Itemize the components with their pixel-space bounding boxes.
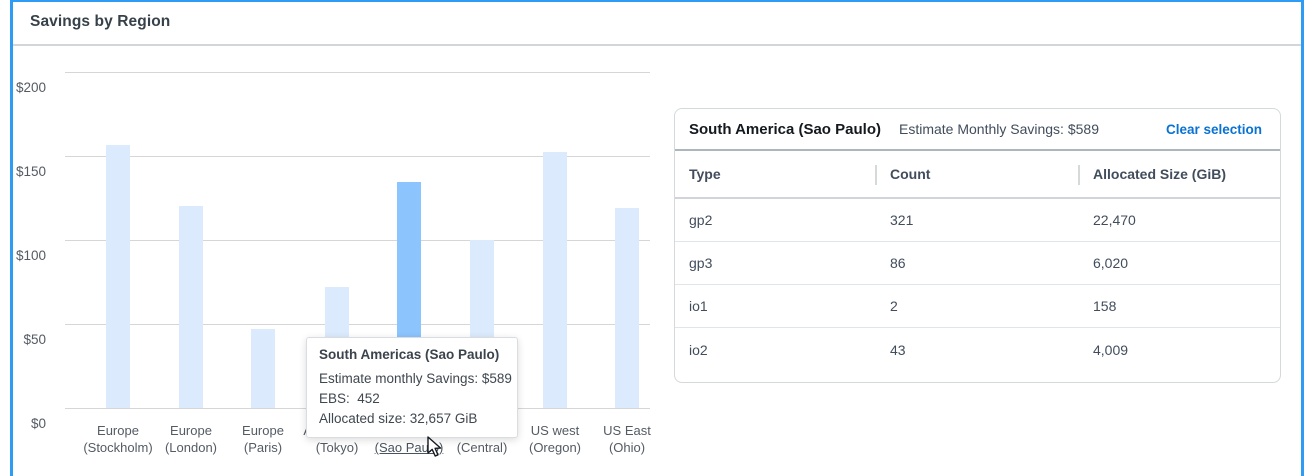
table-cell: 4,009 (1093, 341, 1129, 358)
y-axis-tick-label: $50 (23, 332, 46, 347)
column-header-allocated-size: Allocated Size (GiB) (1093, 166, 1227, 182)
x-axis-label-line: US East (603, 423, 651, 438)
chart-gridline (65, 156, 650, 157)
x-axis-label-line: (Tokyo) (315, 440, 359, 455)
table-row: gp3 86 6,020 (675, 242, 1280, 285)
x-axis-label-line: (London) (164, 440, 218, 455)
tooltip-ebs-line: EBS: 452 (319, 391, 380, 406)
x-axis-label-line: Europe (242, 423, 284, 438)
region-detail-panel: South America (Sao Paulo) Estimate Month… (674, 108, 1281, 383)
panel-title: South America (Sao Paulo) (689, 120, 881, 138)
bar-europe-paris[interactable] (251, 329, 275, 408)
column-header-count: Count (890, 166, 931, 182)
clear-selection-link[interactable]: Clear selection (1165, 121, 1262, 137)
chart-tooltip: South Americas (Sao Paulo) Estimate mont… (306, 337, 518, 438)
tooltip-title: South Americas (Sao Paulo) (319, 347, 500, 362)
x-axis-label-line: (Stockholm) (83, 440, 153, 455)
x-axis-label-line: (Central) (456, 440, 508, 455)
table-cell: gp2 (689, 212, 713, 228)
table-cell: 321 (890, 212, 914, 228)
table-row: io2 43 4,009 (675, 328, 1280, 371)
bar-us-east-ohio[interactable] (615, 208, 639, 408)
table-row: io1 2 158 (675, 285, 1280, 328)
x-axis-label-europe-stockholm[interactable]: Europe (Stockholm) (63, 422, 173, 456)
chart-gridline (65, 240, 650, 241)
y-axis-tick-label: $100 (15, 248, 46, 263)
table-cell: io1 (689, 298, 708, 314)
x-axis-label-line: Europe (97, 423, 139, 438)
x-axis-label-us-west-oregon[interactable]: US west (Oregon) (500, 422, 610, 456)
table-cell: 158 (1093, 298, 1117, 314)
tooltip-savings-line: Estimate monthly Savings: $589 (319, 371, 512, 386)
card-title: Savings by Region (30, 13, 171, 30)
x-axis-label-us-east-ohio[interactable]: US East (Ohio) (572, 422, 682, 456)
bar-us-west-oregon[interactable] (543, 152, 567, 408)
table-cell: 2 (890, 298, 898, 314)
title-divider (13, 44, 1301, 46)
table-cell: 22,470 (1093, 212, 1136, 228)
bar-europe-london[interactable] (179, 206, 203, 408)
x-axis-label-line: Europe (170, 423, 212, 438)
tooltip-allocated-line: Allocated size: 32,657 GiB (319, 411, 478, 426)
y-axis-tick-label: $0 (30, 416, 46, 431)
panel-subtitle: Estimate Monthly Savings: $589 (898, 121, 1099, 137)
chart-gridline (65, 324, 650, 325)
y-axis-tick-label: $150 (15, 164, 46, 179)
x-axis-label-line: (Sao Paulo) (374, 440, 444, 455)
column-separator (1078, 165, 1080, 185)
bar-europe-stockholm[interactable] (106, 145, 130, 408)
column-separator (875, 165, 877, 185)
table-cell: 43 (890, 341, 906, 358)
table-cell: io2 (689, 341, 708, 358)
panel-header: South America (Sao Paulo) Estimate Month… (675, 109, 1280, 151)
table-cell: 6,020 (1093, 255, 1129, 271)
mouse-cursor-icon (427, 436, 442, 457)
x-axis-label-line: (Paris) (243, 440, 283, 455)
y-axis-tick-label: $200 (15, 80, 46, 95)
table-header-row: Type Count Allocated Size (GiB) (675, 151, 1280, 199)
table-body: gp2 321 22,470 gp3 86 6,020 io1 2 158 io2 43 4,009 (675, 199, 1280, 371)
table-cell: 86 (890, 255, 906, 271)
chart-gridline (65, 72, 650, 73)
table-row: gp2 321 22,470 (675, 199, 1280, 242)
column-header-type: Type (689, 166, 721, 182)
x-axis-label-europe-london[interactable]: Europe (London) (136, 422, 246, 456)
x-axis-label-line: (Ohio) (608, 440, 646, 455)
x-axis-label-line: (Oregon) (528, 440, 582, 455)
table-cell: gp3 (689, 255, 713, 271)
x-axis-label-europe-paris[interactable]: Europe (Paris) (208, 422, 318, 456)
x-axis-label-line: US west (530, 423, 580, 438)
